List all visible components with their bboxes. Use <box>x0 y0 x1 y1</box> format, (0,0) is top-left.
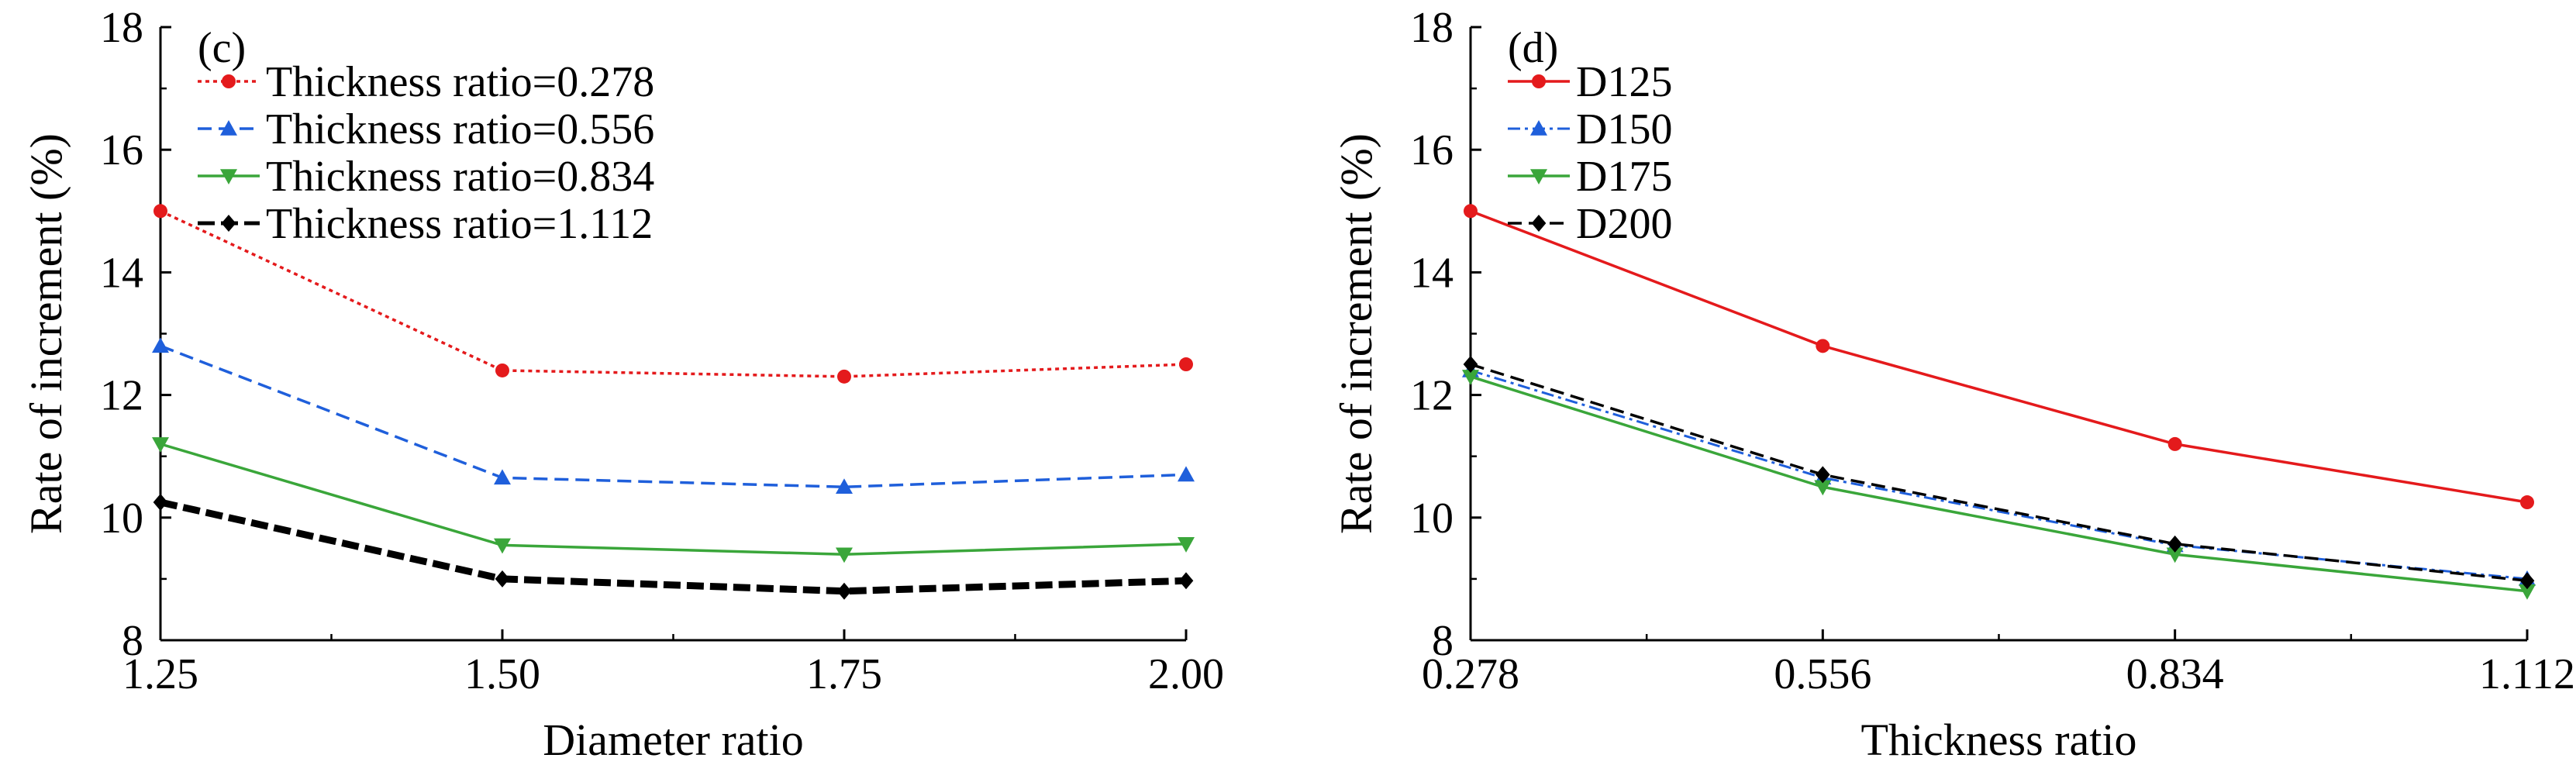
series-line <box>1470 375 2528 593</box>
x-tick-label: 1.25 <box>122 650 198 698</box>
y-tick-label: 16 <box>100 126 143 174</box>
series-thickness-ratio-0-834 <box>152 437 1195 563</box>
y-tick-label: 16 <box>1410 126 1454 174</box>
panel-label-d: (d) <box>1508 24 1558 72</box>
legend-marker <box>220 120 237 136</box>
legend-marker <box>1530 120 1547 136</box>
data-point <box>1814 480 1832 496</box>
chart-panel-d: (d) Thickness ratio Rate of increment (%… <box>1331 4 2575 765</box>
legend-label: D200 <box>1576 200 1672 248</box>
y-tick-label: 10 <box>1410 494 1454 543</box>
legend-entry: Thickness ratio=1.112 <box>198 200 653 248</box>
data-point <box>1462 370 1479 385</box>
data-point <box>495 363 509 377</box>
data-point <box>495 570 510 588</box>
series-line <box>160 498 1187 595</box>
y-tick-label: 12 <box>100 372 143 420</box>
data-point <box>152 437 169 453</box>
y-tick-label: 12 <box>1410 372 1454 420</box>
series-thickness-ratio-0-278 <box>153 204 1193 384</box>
x-tick-label: 1.75 <box>806 650 882 698</box>
legend-marker <box>1532 74 1546 88</box>
series-line <box>1470 209 2528 504</box>
legend-label: Thickness ratio=1.112 <box>266 200 653 248</box>
data-point <box>153 494 168 512</box>
x-tick-label: 1.50 <box>464 650 540 698</box>
chart-panel-c: (c) Diameter ratio Rate of increment (%)… <box>21 4 1224 765</box>
data-point <box>836 478 853 494</box>
series-line <box>1470 363 2528 583</box>
y-tick-label: 18 <box>100 4 143 52</box>
data-point <box>836 582 852 600</box>
series-line <box>1470 369 2528 581</box>
data-point <box>2520 495 2534 510</box>
y-tick-label: 10 <box>100 494 143 543</box>
y-axis-label-d: Rate of increment (%) <box>1331 133 1381 534</box>
legend-entry: D200 <box>1508 200 1672 248</box>
series-line <box>160 443 1187 557</box>
legend-entry: Thickness ratio=0.278 <box>198 58 654 106</box>
panel-label-c: (c) <box>198 24 246 72</box>
data-point <box>1179 357 1193 372</box>
x-tick-label: 2.00 <box>1148 650 1224 698</box>
series-d175 <box>1462 370 2536 600</box>
legend-entry: D175 <box>1508 153 1672 201</box>
y-tick-label: 14 <box>1410 249 1454 297</box>
data-point <box>494 538 511 554</box>
data-point <box>2519 584 2536 600</box>
x-tick-label: 0.834 <box>2126 650 2224 698</box>
data-point <box>1463 356 1478 374</box>
legend-label: D150 <box>1576 105 1672 153</box>
data-point <box>2166 547 2184 563</box>
legend-marker <box>1530 169 1547 184</box>
legend-entry: Thickness ratio=0.834 <box>198 153 654 201</box>
y-tick-label: 8 <box>1432 617 1454 665</box>
legend-label: Thickness ratio=0.278 <box>266 58 654 106</box>
x-axis-label-c: Diameter ratio <box>543 715 804 765</box>
y-tick-label: 18 <box>1410 4 1454 52</box>
legend-entry: D150 <box>1508 105 1672 153</box>
legend-marker <box>220 169 237 184</box>
legend-entry: Thickness ratio=0.556 <box>198 105 654 153</box>
legend-entry: D125 <box>1508 58 1672 106</box>
data-point <box>1178 466 1195 482</box>
data-point <box>152 337 169 353</box>
legend-marker <box>221 215 236 232</box>
data-point <box>1464 204 1478 219</box>
legend-label: Thickness ratio=0.556 <box>266 105 654 153</box>
data-point <box>1178 537 1195 553</box>
data-point <box>1816 339 1830 353</box>
y-axis-label-c: Rate of increment (%) <box>21 133 71 534</box>
legend-label: D175 <box>1576 153 1672 201</box>
legend-marker <box>222 74 236 88</box>
x-tick-label: 0.278 <box>1422 650 1519 698</box>
series-thickness-ratio-1-112 <box>153 494 1194 600</box>
data-point <box>1178 572 1194 590</box>
y-tick-label: 8 <box>122 617 143 665</box>
series-d200 <box>1463 356 2535 590</box>
series-line <box>160 209 1187 378</box>
data-point <box>494 469 511 485</box>
series-line <box>160 344 1187 488</box>
data-point <box>2519 572 2535 590</box>
data-point <box>2167 535 2183 553</box>
legend-label: Thickness ratio=0.834 <box>266 153 654 201</box>
y-tick-label: 14 <box>100 249 143 297</box>
x-axis-label-d: Thickness ratio <box>1861 715 2137 765</box>
x-tick-label: 1.112 <box>2479 650 2575 698</box>
data-point <box>2167 436 2182 451</box>
data-point <box>1815 466 1830 484</box>
legend-label: D125 <box>1576 58 1672 106</box>
x-tick-label: 0.556 <box>1774 650 1871 698</box>
data-point <box>153 204 167 219</box>
data-point <box>837 369 851 384</box>
series-thickness-ratio-0-556 <box>152 337 1195 494</box>
series-d125 <box>1464 204 2534 510</box>
data-point <box>836 547 853 563</box>
legend-marker <box>1531 215 1547 232</box>
